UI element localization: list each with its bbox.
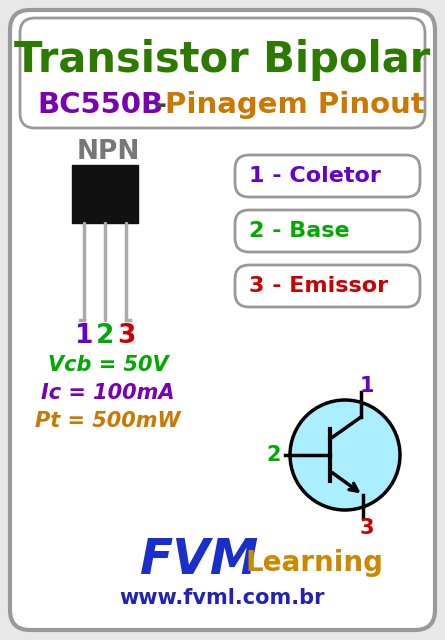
Bar <box>72 165 138 223</box>
Text: Pt = 500mW: Pt = 500mW <box>35 411 181 431</box>
FancyBboxPatch shape <box>235 155 420 197</box>
Text: FVM: FVM <box>140 536 259 584</box>
Text: Transistor Bipolar: Transistor Bipolar <box>14 39 430 81</box>
Text: Vcb = 50V: Vcb = 50V <box>48 355 168 375</box>
Text: 2 - Base: 2 - Base <box>249 221 350 241</box>
Text: -: - <box>154 91 166 119</box>
Text: Pinagem Pinout: Pinagem Pinout <box>165 91 425 119</box>
Text: 2: 2 <box>96 323 114 349</box>
Text: 3: 3 <box>360 518 374 538</box>
Circle shape <box>290 400 400 510</box>
FancyBboxPatch shape <box>235 265 420 307</box>
Text: 1: 1 <box>75 323 93 349</box>
Text: 3: 3 <box>117 323 135 349</box>
Text: Learning: Learning <box>246 549 384 577</box>
FancyBboxPatch shape <box>235 210 420 252</box>
FancyBboxPatch shape <box>10 10 435 630</box>
Text: 2: 2 <box>267 445 281 465</box>
Text: www.fvml.com.br: www.fvml.com.br <box>119 588 325 608</box>
Text: 1 - Coletor: 1 - Coletor <box>249 166 381 186</box>
Text: NPN: NPN <box>76 139 140 165</box>
Text: 1: 1 <box>360 376 374 396</box>
FancyBboxPatch shape <box>20 18 425 128</box>
Text: 3 - Emissor: 3 - Emissor <box>249 276 388 296</box>
Text: BC550B: BC550B <box>37 91 163 119</box>
Text: Ic = 100mA: Ic = 100mA <box>41 383 175 403</box>
